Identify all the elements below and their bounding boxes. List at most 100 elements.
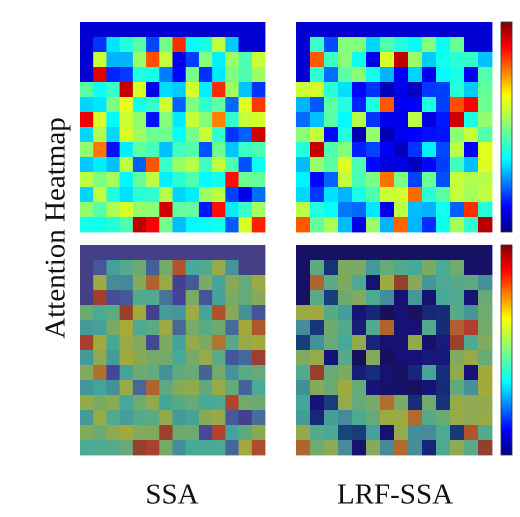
heatmap-cell	[106, 305, 121, 321]
heatmap-cell	[185, 245, 200, 261]
heatmap-cell	[436, 112, 451, 128]
heatmap-cell	[238, 82, 253, 98]
heatmap-cell	[338, 82, 353, 98]
heatmap-cell	[238, 410, 253, 426]
heatmap-cell	[106, 187, 121, 203]
heatmap-cell	[478, 260, 493, 276]
heatmap-cell	[132, 290, 147, 306]
heatmap-cell	[93, 157, 107, 173]
heatmap-cell	[119, 275, 134, 291]
heatmap-cell	[198, 22, 213, 38]
heatmap-cell	[422, 290, 437, 306]
heatmap-cell	[352, 217, 367, 233]
heatmap-cell	[132, 425, 147, 441]
heatmap-cell	[80, 157, 94, 173]
heatmap-cell	[380, 202, 395, 218]
heatmap-cell	[159, 97, 173, 113]
heatmap-cell	[251, 22, 266, 38]
heatmap-cell	[352, 290, 367, 306]
heatmap-cell	[324, 217, 339, 233]
heatmap-cell	[80, 37, 94, 53]
heatmap-cell	[251, 157, 266, 173]
heatmap-cell	[450, 67, 465, 83]
heatmap-cell	[251, 395, 266, 411]
heatmap-cell	[450, 187, 465, 203]
heatmap-cell	[80, 172, 94, 188]
heatmap-cell	[478, 97, 493, 113]
heatmap-cell	[93, 320, 107, 336]
heatmap-cell	[106, 22, 121, 38]
heatmap-cell	[238, 245, 253, 261]
heatmap-cell	[198, 187, 213, 203]
heatmap-cell	[119, 305, 134, 321]
heatmap-cell	[212, 127, 226, 143]
heatmap-cell	[132, 112, 147, 128]
heatmap-cell	[408, 305, 423, 321]
heatmap-cell	[132, 245, 147, 261]
heatmap-cell	[394, 380, 409, 396]
heatmap-cell	[251, 380, 266, 396]
heatmap-cell	[238, 425, 253, 441]
heatmap-cell	[225, 172, 239, 188]
heatmap-cell	[212, 275, 226, 291]
heatmap-cell	[296, 127, 311, 143]
heatmap-cell	[338, 67, 353, 83]
heatmap-cell	[310, 275, 325, 291]
heatmap-cell	[380, 335, 395, 351]
heatmap-cell	[352, 52, 367, 68]
heatmap-cell	[296, 290, 311, 306]
heatmap-cell	[380, 350, 395, 366]
heatmap-cell	[296, 82, 311, 98]
heatmap-cell	[159, 187, 173, 203]
heatmap-cell	[172, 275, 187, 291]
heatmap-cell	[478, 275, 493, 291]
heatmap-cell	[296, 97, 311, 113]
heatmap-cell	[132, 157, 147, 173]
heatmap-cell	[106, 217, 121, 233]
heatmap-cell	[310, 320, 325, 336]
heatmap-cell	[464, 290, 479, 306]
heatmap-cell	[251, 52, 266, 68]
heatmap-cell	[93, 410, 107, 426]
heatmap-cell	[106, 365, 121, 381]
heatmap-cell	[185, 187, 200, 203]
heatmap-cell	[324, 82, 339, 98]
heatmap-cell	[212, 320, 226, 336]
heatmap-cell	[394, 157, 409, 173]
heatmap-cell	[93, 142, 107, 158]
heatmap-cell	[422, 335, 437, 351]
heatmap-cell	[106, 127, 121, 143]
heatmap-cell	[225, 202, 239, 218]
heatmap-cell	[119, 410, 134, 426]
heatmap-cell	[132, 37, 147, 53]
heatmap-cell	[80, 97, 94, 113]
heatmap-cell	[394, 52, 409, 68]
heatmap-cell	[296, 335, 311, 351]
heatmap-cell	[146, 275, 160, 291]
heatmap-cell	[146, 22, 160, 38]
heatmap-cell	[159, 380, 173, 396]
heatmap-cell	[366, 275, 381, 291]
heatmap-cell	[450, 202, 465, 218]
heatmap-cell	[450, 350, 465, 366]
heatmap-cell	[172, 142, 187, 158]
heatmap-cell	[238, 275, 253, 291]
heatmap-cell	[106, 275, 121, 291]
heatmap-cell	[225, 305, 239, 321]
heatmap-cell	[366, 425, 381, 441]
heatmap-cell	[478, 440, 493, 456]
heatmap-cell	[80, 22, 94, 38]
heatmap-cell	[464, 142, 479, 158]
heatmap-cell	[159, 52, 173, 68]
heatmap-cell	[93, 217, 107, 233]
heatmap-cell	[172, 52, 187, 68]
heatmap-cell	[478, 320, 493, 336]
heatmap-cell	[93, 245, 107, 261]
heatmap-cell	[380, 97, 395, 113]
heatmap-cell	[324, 395, 339, 411]
heatmap-cell	[119, 127, 134, 143]
heatmap-cell	[185, 260, 200, 276]
heatmap-cell	[478, 82, 493, 98]
heatmap-cell	[225, 217, 239, 233]
heatmap-cell	[225, 440, 239, 456]
